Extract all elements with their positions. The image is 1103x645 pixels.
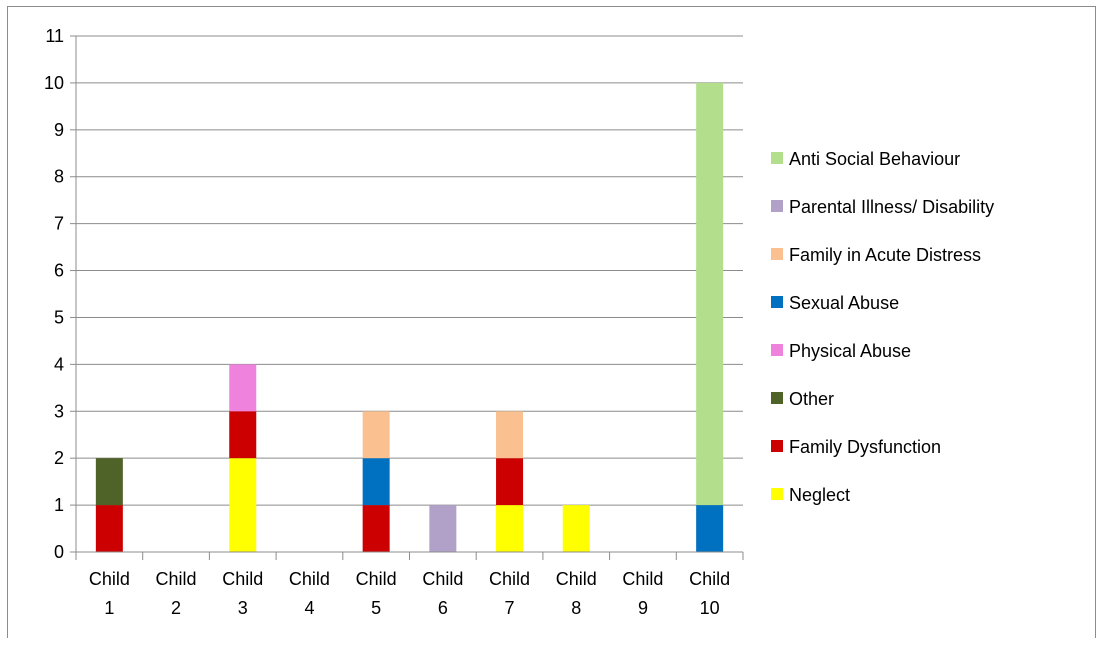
bar-segment [696, 82, 724, 506]
legend: Anti Social Behaviour Parental Illness/ D… [771, 149, 994, 505]
bar-segment [496, 411, 524, 459]
legend-label: Anti Social Behaviour [789, 149, 960, 169]
legend-swatch [771, 200, 783, 212]
y-tick-label: 4 [54, 354, 64, 374]
axes [70, 35, 744, 560]
legend-label: Neglect [789, 485, 850, 505]
legend-item: Neglect [771, 485, 850, 505]
y-tick-label: 5 [54, 307, 64, 327]
x-tick-label: 4 [304, 598, 314, 618]
y-tick-label: 8 [54, 167, 64, 187]
legend-item: Sexual Abuse [771, 293, 899, 313]
legend-swatch [771, 440, 783, 452]
bar-segment [496, 458, 524, 506]
y-tick-label: 1 [54, 495, 64, 515]
x-tick-label: Child [422, 569, 463, 589]
legend-swatch [771, 248, 783, 260]
x-tick-label: Child [489, 569, 530, 589]
x-tick-label: 10 [700, 598, 720, 618]
legend-swatch [771, 296, 783, 308]
x-tick-label: 5 [371, 598, 381, 618]
y-tick-label: 10 [44, 73, 64, 93]
bar-segment [229, 364, 257, 412]
y-tick-label: 11 [45, 26, 64, 46]
legend-item: Other [771, 389, 834, 409]
x-tick-label: 1 [104, 598, 114, 618]
legend-item: Family Dysfunction [771, 437, 941, 457]
x-tick-label: Child [622, 569, 663, 589]
bar-segment [95, 505, 123, 552]
y-tick-label: 0 [54, 542, 64, 562]
legend-swatch [771, 488, 783, 500]
bar-segment [496, 505, 524, 552]
legend-label: Family in Acute Distress [789, 245, 981, 265]
legend-label: Physical Abuse [789, 341, 911, 361]
x-tick-label: Child [156, 569, 197, 589]
legend-swatch [771, 152, 783, 164]
y-tick-label: 7 [54, 214, 64, 234]
bar-segment [229, 458, 257, 552]
bar-segment [362, 505, 390, 552]
bar-segment [562, 505, 590, 552]
y-tick-label: 6 [54, 261, 64, 281]
legend-item: Anti Social Behaviour [771, 149, 960, 169]
x-tick-label: Child [689, 569, 730, 589]
chart-frame [7, 6, 1096, 638]
bar-segment [95, 458, 123, 506]
x-tick-label: 8 [571, 598, 581, 618]
x-tick-label: 3 [238, 598, 248, 618]
legend-swatch [771, 392, 783, 404]
x-tick-label: 7 [505, 598, 515, 618]
bars [95, 82, 724, 552]
y-axis-ticks: 0 1 2 3 4 5 6 7 8 9 10 11 [44, 26, 64, 562]
legend-label: Other [789, 389, 834, 409]
x-tick-label: 6 [438, 598, 448, 618]
x-tick-label: Child [222, 569, 263, 589]
y-tick-label: 9 [54, 120, 64, 140]
y-tick-label: 3 [54, 401, 64, 421]
legend-item: Family in Acute Distress [771, 245, 981, 265]
x-tick-label: Child [89, 569, 130, 589]
x-tick-label: 9 [638, 598, 648, 618]
x-tick-label: 2 [171, 598, 181, 618]
y-tick-label: 2 [54, 448, 64, 468]
gridlines [76, 35, 743, 506]
legend-label: Sexual Abuse [789, 293, 899, 313]
bar-segment [696, 505, 724, 552]
bar-segment [362, 458, 390, 506]
x-tick-label: Child [356, 569, 397, 589]
legend-item: Parental Illness/ Disability [771, 197, 994, 217]
legend-label: Parental Illness/ Disability [789, 197, 994, 217]
x-tick-label: Child [289, 569, 330, 589]
x-tick-label: Child [556, 569, 597, 589]
x-axis-ticks: Child 1 Child 2 Child 3 Child 4 Child 5 Child 6 Chil… [89, 569, 730, 618]
bar-segment [362, 411, 390, 459]
legend-swatch [771, 344, 783, 356]
legend-item: Physical Abuse [771, 341, 911, 361]
legend-label: Family Dysfunction [789, 437, 941, 457]
bar-segment [229, 411, 257, 459]
bar-segment [429, 505, 457, 552]
